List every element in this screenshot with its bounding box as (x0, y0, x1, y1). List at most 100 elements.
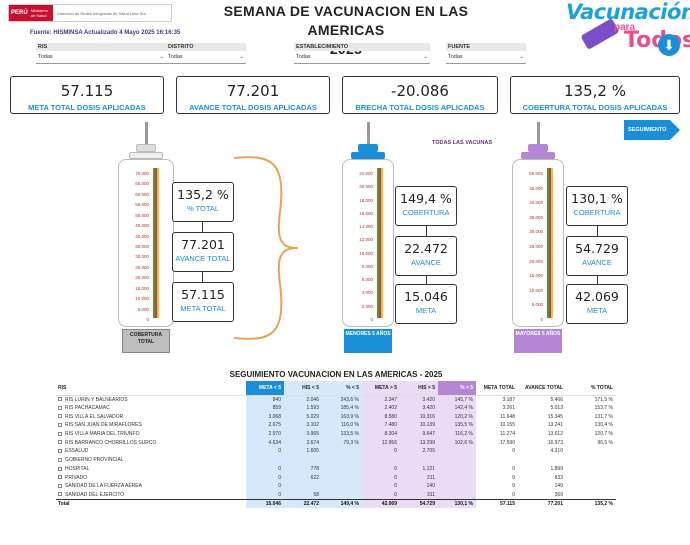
filter-fuente[interactable]: FUENTE Todas ⌄ (446, 43, 526, 65)
scale-tick-label: 10.000 (529, 287, 543, 293)
stat-box-avance: 77.201 AVANCE TOTAL (172, 232, 234, 272)
scale-tick-label: 20.000 (135, 275, 149, 281)
table-cell: 0 (246, 490, 284, 500)
syringe-barrel: 70.000 65.000 60.000 55.000 50.000 45.000 40.0… (118, 159, 174, 327)
table-cell: 135,2 % (566, 498, 616, 508)
table-cell (566, 447, 616, 456)
col-meta-mayor5[interactable]: META > 5 (362, 381, 400, 396)
col-meta-menor5[interactable]: META < 5 (246, 381, 284, 396)
filter-fuente-value: Todas (448, 54, 463, 60)
table-row[interactable]: PRIVADO 0 622 0 211 0 833 (56, 473, 616, 482)
expand-checkbox-icon[interactable] (58, 492, 62, 497)
table-cell: 622 (284, 473, 322, 482)
expand-checkbox-icon[interactable] (58, 423, 62, 428)
scale-tick-label: 70.000 (135, 171, 149, 176)
table-cell: 142,4 % (438, 403, 476, 413)
todas-vacunas-label: TODAS LAS VACUNAS (432, 140, 492, 146)
col-pct-mayor5[interactable]: % > 5 (438, 381, 476, 396)
expand-checkbox-icon[interactable] (58, 397, 62, 402)
connector-line (597, 276, 598, 284)
table-cell: 116,2 % (438, 429, 476, 439)
col-pct-total[interactable]: % TOTAL (566, 381, 616, 396)
seguimiento-button[interactable]: SEGUIMIENTO (624, 120, 680, 140)
download-icon[interactable]: ⬇ (658, 34, 680, 56)
table-row[interactable]: RIS LURIN Y BALNEARIOS 840 2.046 243,6 % 2.3… (56, 395, 616, 404)
expand-checkbox-icon[interactable] (58, 466, 62, 471)
stat-box-meta: 57.115 META TOTAL (172, 282, 234, 322)
table-cell: 0 (362, 490, 400, 500)
row-label: RIS PACHACAMAC (65, 405, 110, 412)
table-cell: 3.102 (284, 421, 322, 430)
scale-tick-label: 45.000 (135, 223, 149, 229)
table-row[interactable]: RIS VILLA EL SALVADOR 3.068 5.029 163,9 % 8.… (56, 412, 616, 422)
expand-checkbox-icon[interactable] (58, 457, 62, 462)
table-cell: 1.593 (284, 403, 322, 413)
syringe-caption: MENORES 5 AÑOS (344, 329, 392, 353)
table-cell: 4.310 (550, 448, 563, 455)
table-row[interactable]: RIS PACHACAMAC 859 1.593 185,4 % 2.402 3.420 1… (56, 403, 616, 413)
stat-label: % TOTAL (186, 204, 220, 213)
expand-checkbox-icon[interactable] (58, 414, 62, 419)
scale-tick-label: 2.000 (361, 303, 373, 309)
expand-checkbox-icon[interactable] (58, 449, 62, 454)
expand-checkbox-icon[interactable] (58, 440, 62, 445)
col-avance-total[interactable]: AVANCE TOTAL (518, 381, 566, 396)
table-row[interactable]: HOSPITAL 0 778 0 1.121 0 1.899 (56, 464, 616, 474)
table-cell: RIS SAN JUAN DE MIRAFLORES (56, 421, 246, 430)
table-cell: 2.675 (246, 421, 284, 430)
syringe-tip (521, 152, 555, 159)
filter-ris[interactable]: RIS Todas ⌄ (36, 43, 166, 65)
table-cell: 0 (362, 481, 400, 491)
table-row[interactable]: RIS SAN JUAN DE MIRAFLORES 2.675 3.102 116,… (56, 421, 616, 430)
filter-establecimiento-select[interactable]: Todas ⌄ (294, 51, 430, 64)
expand-checkbox-icon[interactable] (58, 405, 62, 410)
syringe-fill (377, 168, 383, 318)
table-cell: RIS BARRANCO CHORRILLOS SURCO (56, 438, 246, 447)
filter-ris-value: Todas (38, 54, 53, 60)
table-row[interactable]: SANIDAD DEL EJERCITO 0 58 0 311 0 369 (56, 490, 616, 500)
stat-label: META (586, 306, 608, 315)
table-cell: 2.970 (246, 429, 284, 439)
row-label: Total (58, 500, 70, 507)
filter-fuente-select[interactable]: Todas ⌄ (446, 51, 526, 64)
expand-checkbox-icon[interactable] (58, 475, 62, 480)
table-row[interactable]: SANIDAD DE LA FUERZA AEREA 0 0 140 0 140 (56, 481, 616, 491)
scale-tick-label: 35.000 (135, 244, 149, 249)
table-cell: 5.029 (284, 412, 322, 422)
row-label: ESSALUD (65, 448, 89, 455)
table-row[interactable]: RIS VILLA MARIA DEL TRIUNFO 2.970 3.965 133… (56, 429, 616, 439)
table-cell: 135,5 % (438, 421, 476, 430)
expand-checkbox-icon[interactable] (58, 431, 62, 436)
filter-establecimiento[interactable]: ESTABLECIMIENTO Todas ⌄ (294, 43, 430, 65)
table-row[interactable]: RIS BARRANCO CHORRILLOS SURCO 4.634 3.674 7… (56, 438, 616, 448)
syringe-barrel: 22.000 20.000 18.000 16.000 14.000 12.000 10.0… (342, 159, 394, 327)
col-his-menor5[interactable]: HIS < 5 (284, 381, 322, 396)
stat-label: META (415, 306, 437, 315)
table-cell: 3.420 (400, 395, 438, 404)
col-ris[interactable]: RIS (56, 381, 246, 396)
col-meta-total[interactable]: META TOTAL (476, 381, 518, 396)
scale-tick-label: 10.000 (359, 250, 373, 256)
stat-box-avance: 54.729 AVANCE (566, 236, 628, 276)
filter-establecimiento-value: Todas (296, 54, 311, 60)
filter-distrito-select[interactable]: Todas ⌄ (166, 51, 246, 64)
table-cell: SANIDAD DEL EJERCITO (56, 491, 246, 500)
syringe-hub (528, 144, 548, 152)
table-cell: 1.121 (400, 464, 438, 474)
page-title: SEMANA DE VACUNACION EN LAS AMERICAS 202… (196, 2, 496, 59)
connector-line (597, 226, 598, 236)
col-his-mayor5[interactable]: HIS > 5 (400, 381, 438, 396)
filter-distrito[interactable]: DISTRITO Todas ⌄ (166, 43, 246, 65)
syringe-cobertura-total: 70.000 65.000 60.000 55.000 50.000 45.000 40.0… (118, 122, 174, 362)
table-title: SEGUIMIENTO VACUNACION EN LAS AMERICAS -… (229, 370, 443, 379)
table-cell: 153,7 % (594, 405, 613, 412)
table-row[interactable]: GOBIERNO PROVINCIAL (56, 455, 616, 465)
table-row[interactable]: ESSALUD 0 1.605 0 2.705 0 4.310 (56, 447, 616, 456)
expand-checkbox-icon[interactable] (58, 483, 62, 488)
col-pct-menor5[interactable]: % < 5 (322, 381, 362, 396)
stat-label: COBERTURA (402, 208, 450, 217)
filter-ris-select[interactable]: Todas ⌄ (36, 51, 166, 64)
scale-tick-label: 8.000 (361, 263, 373, 269)
table-total-row[interactable]: Total 15.046 22.472 149,4 % 42.069 54.729 130,… (56, 498, 616, 508)
stat-value: 149,4 % (400, 191, 452, 206)
